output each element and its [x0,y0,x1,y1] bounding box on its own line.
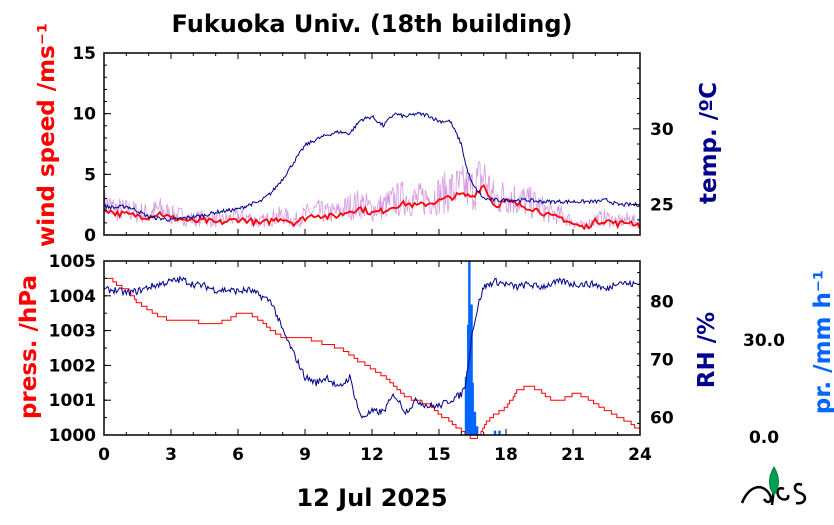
left-tick-label: 0 [84,226,96,246]
plot-frame [103,52,641,236]
left-tick-label: 15 [72,44,96,64]
chart-title: Fukuoka Univ. (18th building) [172,10,573,38]
x-tick-label: 0 [98,445,110,465]
left-tick-label: 5 [84,165,96,185]
x-tick-label: 18 [494,445,518,465]
temperature-series [103,111,641,222]
rain-bar [471,382,474,435]
left-tick-label: 1004 [49,287,96,307]
wind-mean-line [103,183,641,231]
wind-speed-axis-label: wind speed /ms⁻¹ [34,23,60,247]
right-tick-label: 70 [650,351,674,371]
rain-bar [493,430,497,435]
right-tick-label: 25 [650,196,674,216]
precipitation-series [464,261,501,435]
x-tick-label: 24 [628,445,652,465]
pressure-series [104,277,641,439]
temperature-axis-label: temp. /ºC [696,82,722,204]
wind-speed-series [103,160,641,231]
rain-bar [470,304,473,435]
rain-tick-label: 30.0 [743,331,785,351]
rain-bar [498,430,501,435]
temperature-line [103,111,641,222]
right-tick-label: 60 [650,409,674,429]
x-tick-label: 3 [165,445,177,465]
top-panel: 0 5 10 15 25 30 [72,44,674,246]
rain-bar [464,377,468,435]
bottom-panel: 0 3 6 9 12 15 18 21 24 1000 1001 1002 1003 1004 1005 60… [49,252,674,465]
left-tick-label: 1001 [49,391,96,411]
top-axes: 0 5 10 15 25 30 [72,44,674,246]
x-tick-label: 15 [427,445,451,465]
left-tick-label: 1000 [49,426,96,446]
left-tick-label: 1003 [49,322,96,342]
pressure-axis-label: press. /hPa [16,275,42,419]
precipitation-axis-label: pr. /mm h⁻¹ [810,270,834,414]
rain-bar [473,411,477,435]
x-tick-label: 6 [232,445,244,465]
left-tick-label: 10 [72,105,96,125]
right-tick-label: 30 [650,120,674,140]
humidity-line [103,275,641,419]
x-tick-label: 12 [360,445,384,465]
left-tick-label: 1005 [49,252,96,272]
date-label: 12 Jul 2025 [296,484,447,512]
humidity-series [103,275,641,419]
x-tick-label: 21 [561,445,585,465]
rain-bar [475,426,479,435]
rain-tick-label: 0.0 [749,428,779,448]
x-tick-label: 9 [299,445,311,465]
humidity-axis-label: RH /% [694,312,720,388]
left-tick-label: 1002 [49,356,96,376]
bottom-axes: 0 3 6 9 12 15 18 21 24 1000 1001 1002 1003 1004 1005 60… [49,252,674,465]
pressure-line [104,277,641,439]
right-tick-label: 80 [650,293,674,313]
institution-logo [740,466,807,506]
